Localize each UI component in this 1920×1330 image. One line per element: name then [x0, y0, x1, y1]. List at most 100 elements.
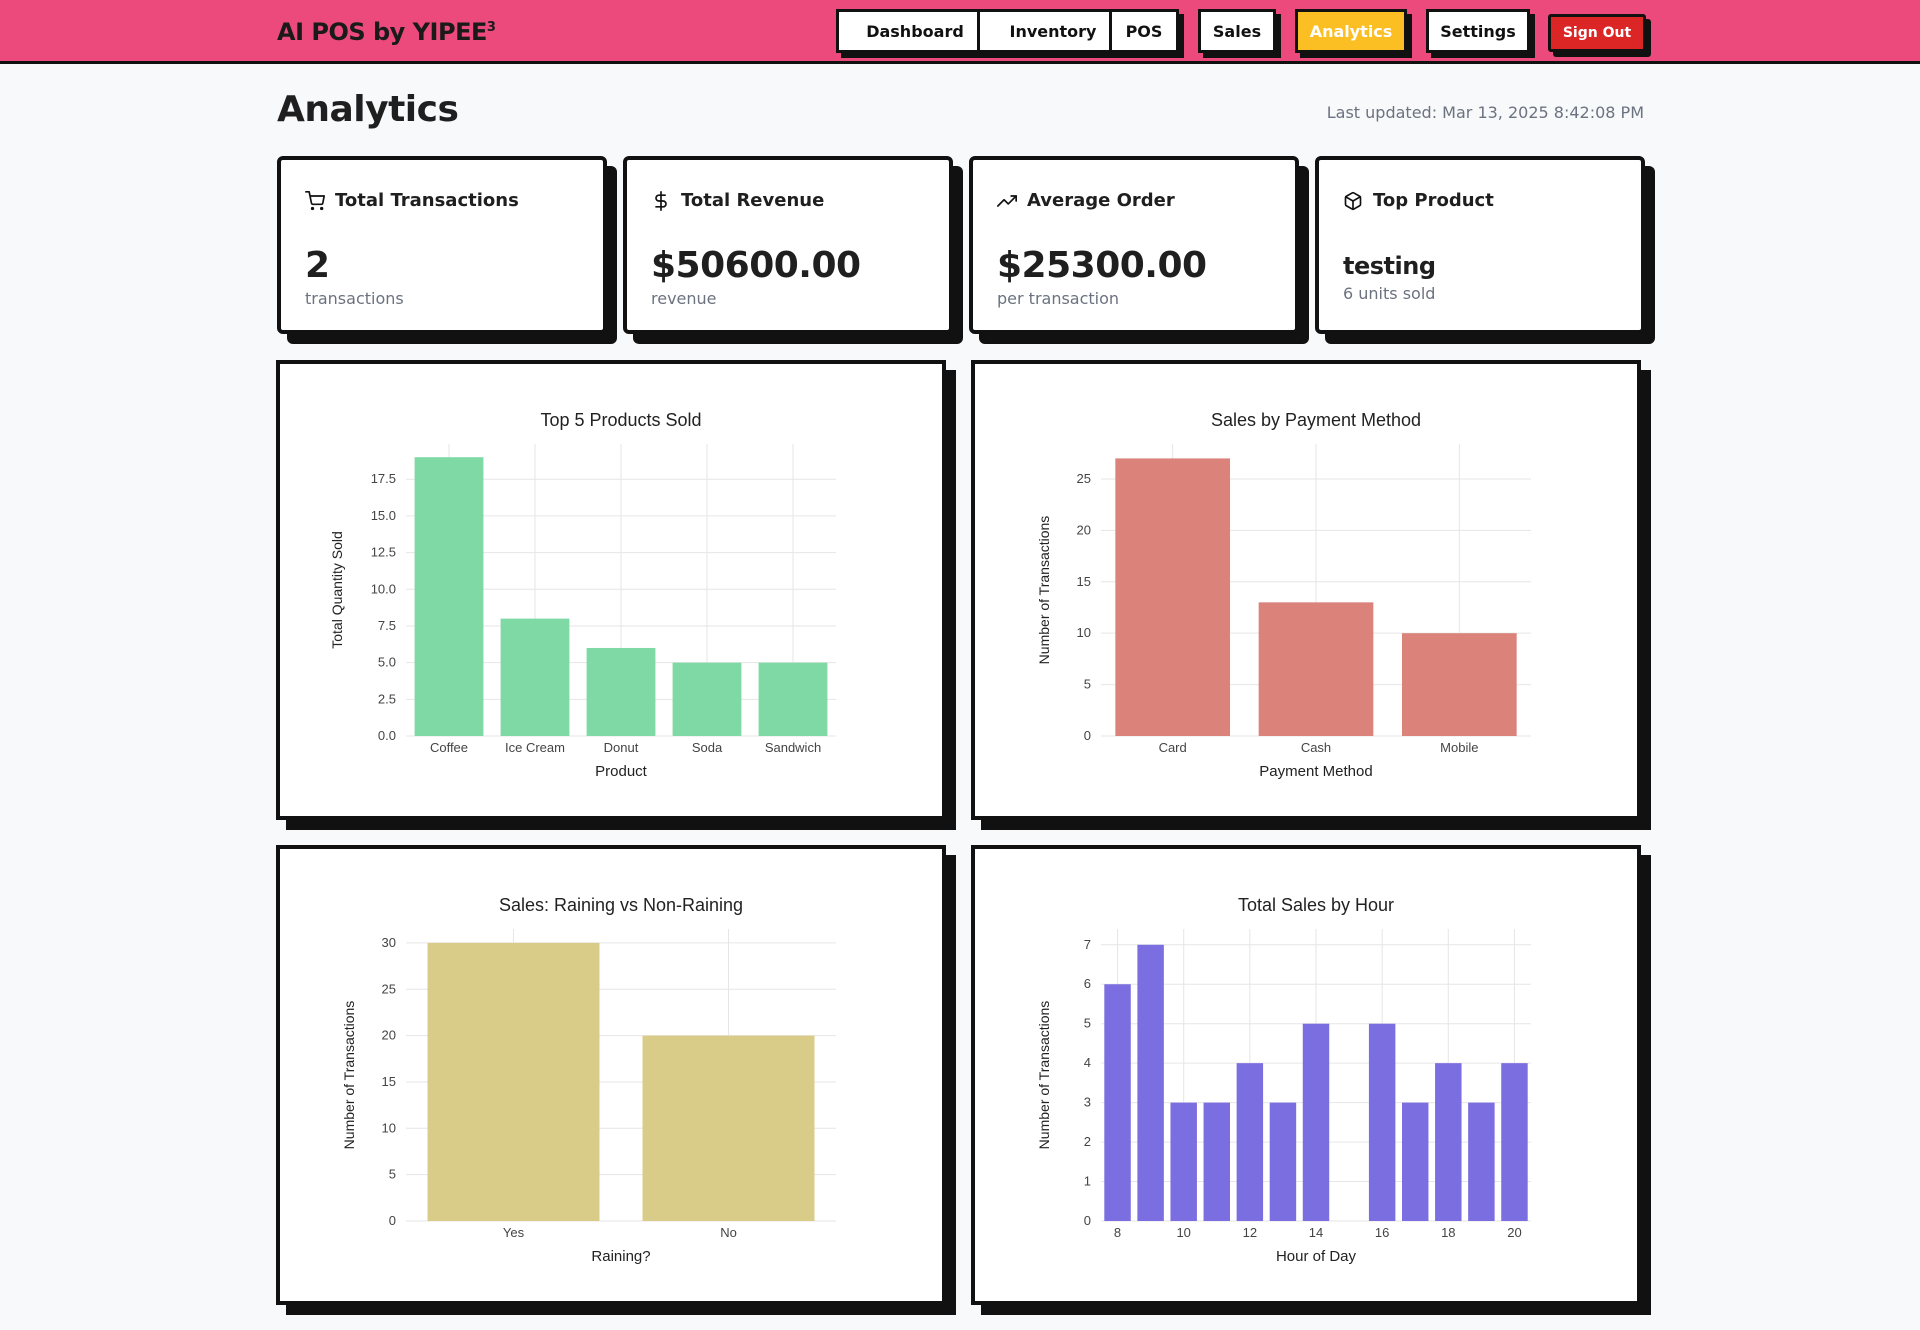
- dollar-icon: [655, 190, 667, 211]
- x-tick-label: Soda: [692, 740, 723, 755]
- card-title: Total Transactions: [335, 190, 519, 211]
- y-tick-label: 10: [1077, 625, 1091, 640]
- bar-donut: [586, 647, 656, 736]
- y-tick-label: 5: [389, 1167, 396, 1182]
- y-tick-label: 20: [382, 1028, 396, 1043]
- nav-settings[interactable]: Settings: [1426, 9, 1530, 53]
- bar-hour-18: [1435, 1063, 1462, 1221]
- bar-hour-17: [1402, 1102, 1429, 1221]
- y-tick-label: 25: [382, 981, 396, 996]
- x-axis-label: Payment Method: [1259, 763, 1372, 780]
- x-tick-label: 12: [1243, 1225, 1257, 1240]
- y-tick-label: 0: [1084, 1213, 1091, 1228]
- x-tick-label: Coffee: [430, 740, 468, 755]
- chart-title: Total Sales by Hour: [1238, 895, 1394, 915]
- card-subtitle: transactions: [305, 289, 404, 308]
- trending-up-icon: [997, 194, 1017, 207]
- top-navbar: AI POS by YIPEE3 Dashboard Inventory POS…: [0, 0, 1920, 64]
- y-tick-label: 7.5: [378, 618, 396, 633]
- bar-hour-11: [1203, 1102, 1230, 1221]
- y-tick-label: 2.5: [378, 691, 396, 706]
- bar-ice-cream: [500, 618, 570, 736]
- chart-panel-hourly: 8 10 12 14 16 18 20 0 1 2 3 4 5 6 7 Total Sales by Hour…: [971, 845, 1641, 1305]
- y-tick-label: 7: [1084, 937, 1091, 952]
- x-tick-label: 8: [1114, 1225, 1121, 1240]
- y-tick-label: 15: [1077, 574, 1091, 589]
- bar-hour-8: [1104, 984, 1131, 1221]
- x-tick-label: Mobile: [1440, 740, 1478, 755]
- bar-hour-19: [1468, 1102, 1495, 1221]
- stat-card-top-product: Top Product testing 6 units sold: [1315, 156, 1645, 334]
- y-tick-label: 15: [382, 1074, 396, 1089]
- brand-logo[interactable]: AI POS by YIPEE3: [277, 18, 496, 46]
- x-tick-label: Cash: [1301, 740, 1331, 755]
- y-tick-label: 2: [1084, 1134, 1091, 1149]
- raining-chart[interactable]: Yes No 0 5 10 15 20 25 30 Sales: Raining vs Non-R…: [280, 849, 942, 1301]
- bar-hour-12: [1236, 1063, 1264, 1221]
- y-tick-label: 5: [1084, 677, 1091, 692]
- card-title: Total Revenue: [681, 190, 825, 211]
- x-tick-label: Card: [1159, 740, 1187, 755]
- y-axis-label: Total Quantity Sold: [329, 531, 345, 649]
- x-tick-label: 14: [1309, 1225, 1323, 1240]
- y-tick-label: 30: [382, 935, 396, 950]
- cart-icon: [305, 190, 325, 210]
- bar-no: [642, 1035, 815, 1221]
- chart-title: Sales by Payment Method: [1211, 410, 1421, 430]
- x-tick-label: 18: [1441, 1225, 1455, 1240]
- x-tick-label: Sandwich: [765, 740, 821, 755]
- package-icon: [1344, 191, 1362, 210]
- bar-hour-16: [1368, 1023, 1396, 1221]
- card-subtitle: 6 units sold: [1343, 284, 1436, 303]
- y-tick-label: 3: [1084, 1095, 1091, 1110]
- y-tick-label: 0: [389, 1213, 396, 1228]
- top-products-chart[interactable]: Coffee Ice Cream Donut Soda Sandwich 0.0 2.5 5.…: [280, 364, 942, 816]
- x-tick-label: 20: [1507, 1225, 1521, 1240]
- payment-method-chart[interactable]: Card Cash Mobile 0 5 10 15 20 25 Sales by Payment…: [975, 364, 1637, 816]
- y-tick-label: 5: [1084, 1016, 1091, 1031]
- nav-pos[interactable]: POS: [1109, 9, 1179, 53]
- y-tick-label: 15.0: [371, 508, 396, 523]
- bar-hour-13: [1269, 1102, 1297, 1221]
- x-tick-label: 10: [1176, 1225, 1190, 1240]
- bar-hour-20: [1501, 1063, 1528, 1221]
- y-tick-label: 10: [382, 1120, 396, 1135]
- nav-inventory[interactable]: Inventory: [977, 9, 1129, 53]
- x-tick-label: Ice Cream: [505, 740, 565, 755]
- y-tick-label: 12.5: [371, 545, 396, 560]
- x-axis-label: Raining?: [591, 1248, 650, 1265]
- bar-soda: [672, 662, 742, 736]
- bar-hour-9: [1137, 944, 1164, 1221]
- y-tick-label: 17.5: [371, 471, 396, 486]
- y-tick-label: 10.0: [371, 581, 396, 596]
- y-tick-label: 0: [1084, 728, 1091, 743]
- x-tick-label: Yes: [503, 1225, 525, 1240]
- y-axis-label: Number of Transactions: [341, 1001, 357, 1150]
- bar-sandwich: [758, 662, 828, 736]
- card-value: $50600.00: [651, 245, 861, 286]
- y-axis-label: Number of Transactions: [1036, 516, 1052, 665]
- y-tick-label: 25: [1077, 471, 1091, 486]
- page-title: Analytics: [277, 89, 459, 130]
- nav-sales[interactable]: Sales: [1198, 9, 1276, 53]
- x-axis-label: Hour of Day: [1276, 1248, 1357, 1265]
- nav-dashboard[interactable]: Dashboard: [836, 9, 994, 53]
- bar-hour-10: [1170, 1102, 1197, 1221]
- bar-cash: [1258, 602, 1374, 736]
- sign-out-button[interactable]: Sign Out: [1548, 14, 1646, 52]
- y-tick-label: 0.0: [378, 728, 396, 743]
- stat-card-average-order: Average Order $25300.00 per transaction: [969, 156, 1299, 334]
- bar-coffee: [414, 457, 484, 736]
- y-tick-label: 20: [1077, 522, 1091, 537]
- card-value: 2: [305, 245, 330, 286]
- nav-analytics[interactable]: Analytics: [1295, 9, 1407, 53]
- y-tick-label: 4: [1084, 1055, 1091, 1070]
- y-tick-label: 1: [1084, 1174, 1091, 1189]
- y-axis-label: Number of Transactions: [1036, 1001, 1052, 1150]
- x-tick-label: 16: [1375, 1225, 1389, 1240]
- x-tick-label: Donut: [604, 740, 639, 755]
- chart-title: Top 5 Products Sold: [540, 410, 701, 430]
- x-tick-label: No: [720, 1225, 737, 1240]
- chart-panel-payment-method: Card Cash Mobile 0 5 10 15 20 25 Sales by Payment…: [971, 360, 1641, 820]
